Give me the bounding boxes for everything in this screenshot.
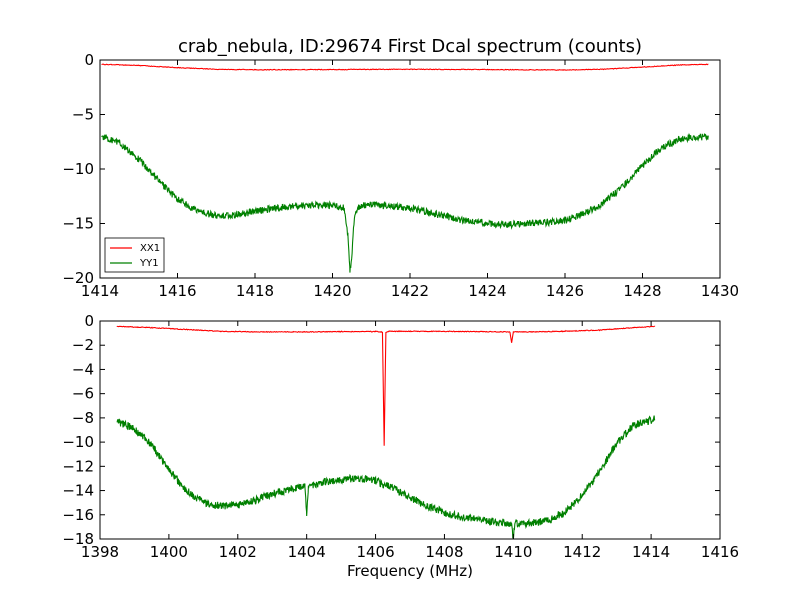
y-tick-label: −15 bbox=[62, 215, 94, 233]
x-tick-label: 1428 bbox=[623, 282, 661, 300]
x-tick-label: 1398 bbox=[81, 543, 119, 561]
y-tick-label: −10 bbox=[62, 160, 94, 178]
x-tick-label: 1408 bbox=[425, 543, 463, 561]
top-chart-legend: XX1 YY1 bbox=[104, 237, 165, 273]
legend-label-xx1: XX1 bbox=[140, 243, 160, 254]
y-tick-label: 0 bbox=[84, 51, 94, 69]
x-tick-label: 1418 bbox=[236, 282, 274, 300]
top-chart: crab_nebula, ID:29674 First Dcal spectru… bbox=[62, 36, 739, 300]
y-tick-label: −10 bbox=[62, 433, 94, 451]
y-tick-label: −6 bbox=[72, 385, 94, 403]
x-tick-label: 1424 bbox=[468, 282, 506, 300]
y-tick-label: −14 bbox=[62, 482, 94, 500]
x-tick-label: 1422 bbox=[391, 282, 429, 300]
y-tick-label: 0 bbox=[84, 312, 94, 330]
y-tick-label: −5 bbox=[72, 106, 94, 124]
x-tick-label: 1416 bbox=[158, 282, 196, 300]
series-line-xx1 bbox=[101, 63, 709, 71]
y-tick-label: −4 bbox=[72, 360, 94, 378]
x-tick-label: 1426 bbox=[546, 282, 584, 300]
x-tick-label: 1400 bbox=[150, 543, 188, 561]
x-tick-label: 1414 bbox=[81, 282, 119, 300]
y-tick-label: −20 bbox=[62, 269, 94, 287]
series-line-green bbox=[116, 415, 656, 539]
y-tick-label: −2 bbox=[72, 336, 94, 354]
x-tick-label: 1430 bbox=[701, 282, 739, 300]
legend-label-yy1: YY1 bbox=[139, 258, 159, 269]
x-tick-label: 1414 bbox=[632, 543, 670, 561]
x-tick-label: 1404 bbox=[288, 543, 326, 561]
x-tick-label: 1420 bbox=[313, 282, 351, 300]
y-tick-label: −12 bbox=[62, 457, 94, 475]
bottom-chart: 1398 1400 1402 1404 1406 1408 1410 1412 1414 1416… bbox=[62, 312, 739, 580]
x-tick-label: 1410 bbox=[494, 543, 532, 561]
y-tick-label: −16 bbox=[62, 506, 94, 524]
series-line-yy1 bbox=[101, 132, 709, 273]
legend-box bbox=[104, 237, 165, 273]
x-tick-label: 1406 bbox=[356, 543, 394, 561]
axes-frame bbox=[99, 320, 721, 540]
bottom-chart-plot-area: 1398 1400 1402 1404 1406 1408 1410 1412 1414 1416… bbox=[62, 312, 739, 561]
series-layer bbox=[101, 63, 709, 273]
series-line-red bbox=[116, 325, 656, 446]
top-chart-plot-area: 1414 1416 1418 1420 1422 1424 1426 1428 1430 0 −5 −… bbox=[62, 51, 739, 300]
top-chart-title: crab_nebula, ID:29674 First Dcal spectru… bbox=[178, 36, 642, 57]
bottom-chart-x-axis-label: Frequency (MHz) bbox=[347, 562, 473, 580]
x-tick-label: 1412 bbox=[563, 543, 601, 561]
x-tick-label: 1402 bbox=[219, 543, 257, 561]
y-tick-label: −18 bbox=[62, 530, 94, 548]
y-tick-label: −8 bbox=[72, 409, 94, 427]
x-tick-label: 1416 bbox=[701, 543, 739, 561]
series-layer bbox=[116, 325, 656, 539]
